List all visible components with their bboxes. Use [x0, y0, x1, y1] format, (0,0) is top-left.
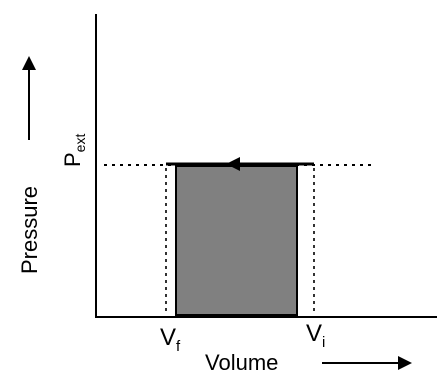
vi-label-main: V	[306, 320, 322, 347]
vi-label-sub: i	[322, 334, 325, 351]
svg-text:Pext: Pext	[60, 134, 88, 167]
work-area	[175, 165, 298, 316]
x-axis-arrow-icon	[398, 356, 412, 370]
pext-label-sub: ext	[72, 134, 88, 153]
pext-label-main: P	[60, 152, 85, 167]
vf-label: Vf	[160, 324, 181, 355]
process-arrow-icon	[226, 157, 240, 171]
vf-label-sub: f	[176, 338, 181, 355]
x-axis-label: Volume	[205, 350, 278, 375]
pext-label: Pext	[60, 134, 88, 167]
vf-label-main: V	[160, 324, 176, 351]
y-axis-arrow-icon	[22, 56, 36, 70]
vi-label: Vi	[306, 320, 325, 351]
y-axis-label: Pressure	[17, 186, 42, 274]
